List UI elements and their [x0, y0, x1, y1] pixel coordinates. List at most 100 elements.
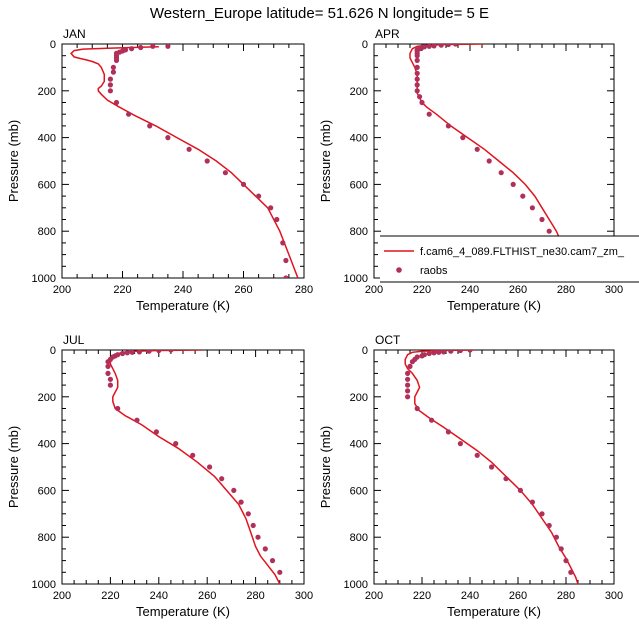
raobs-point — [414, 64, 420, 70]
raobs-point — [445, 429, 451, 435]
raobs-point — [407, 363, 413, 369]
raobs-point — [414, 76, 420, 82]
raobs-point — [409, 359, 415, 365]
raobs-point — [503, 476, 509, 482]
panel-jan: 200 220 240 260 280 0 200 400 600 800 1000 JAN Tempe… — [6, 27, 313, 313]
raobs-point — [105, 359, 111, 365]
x-tick-label: 280 — [246, 590, 264, 602]
x-tick-label: 280 — [557, 284, 575, 296]
legend-box — [380, 236, 639, 282]
raobs-point — [280, 240, 286, 246]
raobs-point — [245, 511, 251, 517]
raobs-point — [165, 44, 171, 49]
legend-marker-swatch — [396, 267, 402, 273]
panel-label: APR — [375, 27, 400, 41]
raobs-point — [568, 569, 574, 575]
raobs-point — [204, 158, 210, 164]
raobs-point — [153, 429, 159, 435]
raobs-point — [250, 522, 256, 529]
y-tick-label: 200 — [350, 392, 368, 404]
raobs-point — [150, 44, 156, 49]
x-tick-label: 260 — [234, 284, 252, 296]
raobs-point — [119, 350, 126, 357]
raobs-point — [474, 146, 480, 152]
raobs-point — [219, 476, 225, 482]
raobs-point — [457, 350, 463, 354]
raobs-point — [448, 350, 454, 354]
x-tick-label: 220 — [101, 590, 119, 602]
raobs-point — [283, 275, 289, 278]
raobs-point — [107, 88, 113, 94]
x-tick-label: 300 — [605, 590, 623, 602]
raobs-point — [438, 44, 444, 48]
panel-jul: 200 220 240 260 280 300 0 200 400 600 800 1000 JUL Te… — [6, 333, 313, 619]
raobs-point — [414, 82, 420, 88]
raobs-point — [283, 257, 289, 264]
raobs-point — [105, 370, 111, 376]
raobs-point — [431, 44, 437, 49]
y-tick-label: 0 — [50, 345, 56, 357]
y-axis-title: Pressure (mb) — [318, 120, 333, 202]
plot-area — [105, 350, 283, 584]
raobs-point — [414, 405, 420, 412]
raobs-point — [405, 382, 411, 388]
x-tick-label: 260 — [198, 590, 216, 602]
raobs-point — [105, 363, 111, 369]
raobs-point — [529, 205, 536, 211]
y-tick-label: 600 — [38, 179, 56, 191]
y-tick-label: 0 — [362, 39, 368, 51]
raobs-point — [405, 376, 411, 382]
raobs-point — [553, 534, 560, 540]
raobs-point — [107, 376, 113, 382]
x-tick-label: 220 — [413, 590, 431, 602]
raobs-point — [419, 353, 425, 359]
raobs-point — [274, 216, 280, 223]
raobs-point — [190, 452, 196, 458]
raobs-point — [124, 350, 130, 356]
y-tick-label: 200 — [38, 86, 56, 98]
raobs-point — [146, 350, 152, 354]
raobs-point — [417, 94, 423, 100]
raobs-point — [156, 350, 162, 354]
x-axis-title: Temperature (K) — [136, 298, 230, 313]
raobs-point — [110, 69, 116, 75]
raobs-point — [107, 76, 113, 82]
panel-apr: 200 220 240 260 280 300 0 200 400 600 800 1000 APR Te… — [318, 27, 639, 313]
x-axis-title: Temperature (K) — [447, 298, 541, 313]
raobs-point — [414, 53, 420, 59]
model-profile-line — [404, 350, 579, 584]
raobs-point — [431, 350, 437, 356]
y-tick-label: 400 — [350, 439, 368, 451]
raobs-point — [222, 170, 228, 176]
y-tick-label: 0 — [362, 345, 368, 357]
raobs-point — [110, 64, 116, 70]
figure-title: Western_Europe latitude= 51.626 N longit… — [150, 5, 489, 22]
plot-area — [404, 350, 579, 584]
raobs-point — [546, 228, 552, 234]
raobs-point — [147, 123, 153, 129]
raobs-point — [474, 452, 480, 458]
raobs-point — [419, 99, 425, 106]
raobs-point — [453, 44, 459, 47]
raobs-point — [520, 193, 526, 199]
x-tick-label: 200 — [53, 284, 71, 296]
raobs-point — [113, 99, 120, 106]
x-tick-label: 300 — [295, 590, 313, 602]
legend-obs-label: raobs — [420, 265, 448, 277]
y-tick-label: 800 — [350, 532, 368, 544]
raobs-point — [231, 487, 237, 493]
raobs-point — [441, 350, 447, 355]
raobs-point — [129, 350, 135, 355]
raobs-point — [240, 181, 247, 187]
raobs-point — [405, 394, 411, 400]
x-axis-title: Temperature (K) — [447, 604, 541, 619]
x-tick-label: 240 — [461, 590, 479, 602]
raobs-point — [269, 558, 276, 564]
x-tick-label: 280 — [557, 590, 575, 602]
y-tick-label: 1000 — [344, 579, 368, 591]
raobs-point — [539, 216, 545, 223]
y-tick-label: 200 — [350, 86, 368, 98]
y-tick-label: 400 — [38, 133, 56, 145]
raobs-point — [113, 57, 120, 64]
